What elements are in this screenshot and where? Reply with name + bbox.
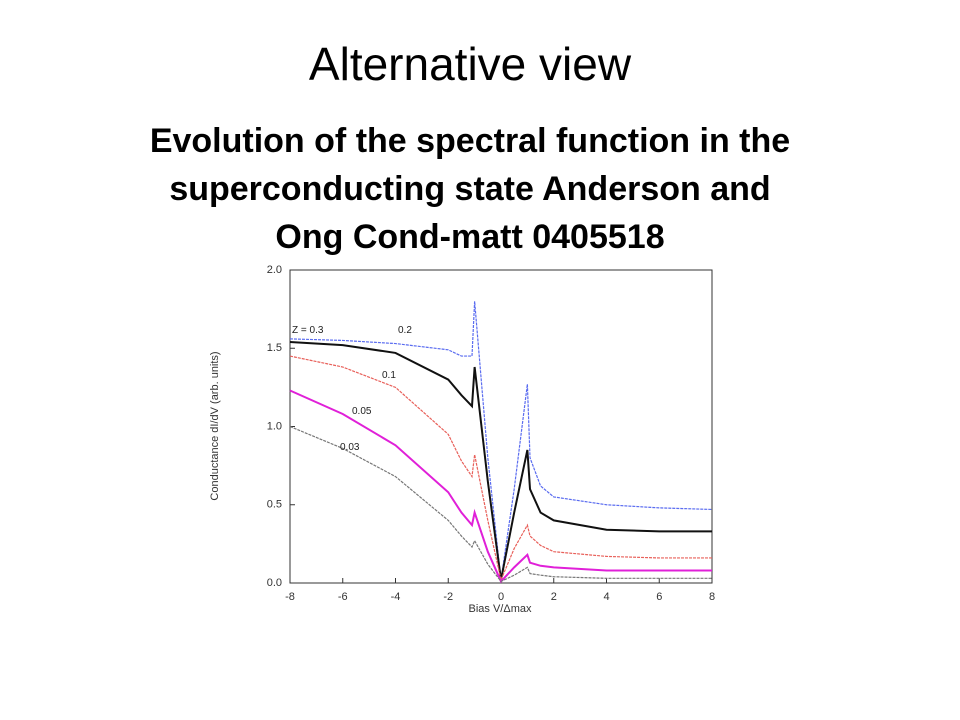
x-tick-label: 4 xyxy=(603,591,609,603)
x-tick-label: 0 xyxy=(498,591,504,603)
series-label: Z = 0.3 xyxy=(292,325,324,336)
y-tick-label: 0.0 xyxy=(267,577,282,589)
series-line xyxy=(289,425,712,583)
series-label: 0.05 xyxy=(352,406,372,417)
x-tick-label: 6 xyxy=(656,591,662,603)
x-tick-label: -8 xyxy=(285,591,295,603)
x-tick-label: -6 xyxy=(338,591,348,603)
slide-title: Alternative view xyxy=(309,38,632,90)
series-label: 0.2 xyxy=(398,325,412,336)
caption-line: Evolution of the spectral function in th… xyxy=(150,122,790,160)
series-line xyxy=(289,340,712,581)
series-label: 0.1 xyxy=(382,370,396,381)
series-label: 0.03 xyxy=(340,442,360,453)
series-line xyxy=(289,389,712,584)
series-line xyxy=(289,301,713,580)
x-tick-label: -4 xyxy=(391,591,401,603)
y-tick-label: 0.5 xyxy=(267,499,282,511)
y-axis-label: Conductance dI/dV (arb. units) xyxy=(209,351,221,500)
series-line xyxy=(289,355,712,582)
x-tick-label: 8 xyxy=(709,591,715,603)
x-axis-label: Bias V/Δmax xyxy=(469,603,532,615)
x-tick-label: -2 xyxy=(443,591,453,603)
x-tick-label: 2 xyxy=(551,591,557,603)
y-tick-label: 2.0 xyxy=(267,264,282,276)
caption-line: superconducting state Anderson and xyxy=(169,170,770,208)
caption-line: Ong Cond-matt 0405518 xyxy=(275,218,664,256)
y-tick-label: 1.0 xyxy=(267,420,282,432)
plot-frame xyxy=(289,269,713,584)
y-tick-label: 1.5 xyxy=(267,342,282,354)
